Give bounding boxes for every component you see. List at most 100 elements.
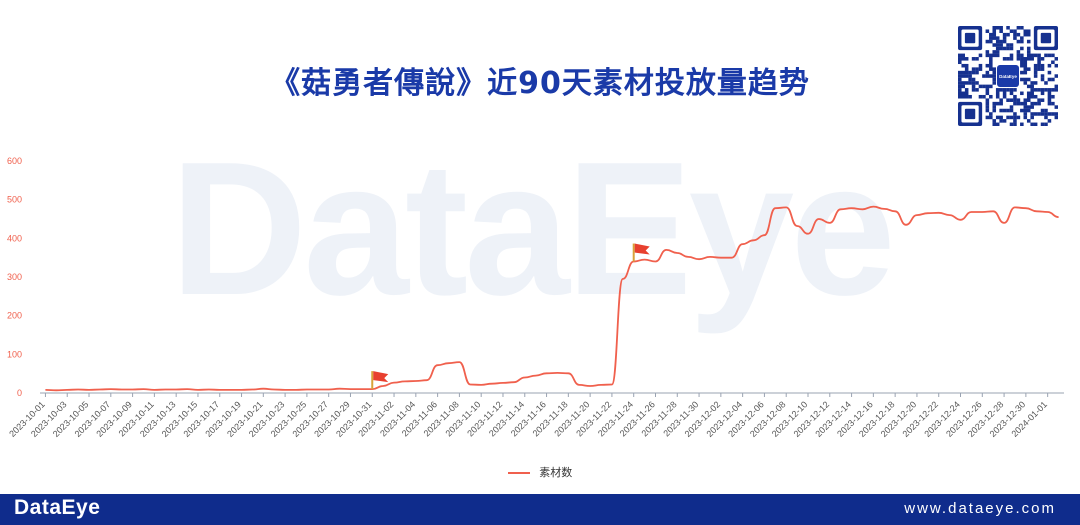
qr-module (992, 108, 997, 113)
qr-module (1030, 91, 1034, 96)
qr-module (1033, 112, 1038, 116)
qr-module (1051, 53, 1055, 58)
qr-module (1047, 112, 1052, 116)
qr-module (1033, 88, 1038, 92)
qr-module (995, 88, 1000, 92)
qr-module (989, 57, 993, 61)
qr-module (1023, 81, 1028, 85)
qr-module (961, 57, 965, 61)
qr-module (1051, 101, 1055, 106)
qr-module (1023, 112, 1028, 116)
qr-module (1033, 81, 1038, 85)
qr-module (1044, 122, 1048, 126)
qr-module (1013, 122, 1017, 126)
qr-module (1044, 81, 1048, 85)
qr-module (989, 39, 993, 44)
qr-module (1009, 29, 1014, 33)
qr-module (1047, 91, 1052, 96)
qr-finder-inner (964, 32, 976, 44)
qr-module (1026, 94, 1031, 99)
qr-module (1040, 88, 1045, 92)
qr-module (1026, 53, 1031, 58)
qr-module (964, 63, 969, 68)
qr-module (971, 77, 976, 82)
qr-module (1023, 101, 1028, 106)
qr-module (1016, 98, 1021, 102)
qr-module (1002, 94, 1007, 99)
legend-swatch (507, 472, 530, 474)
qr-module (992, 122, 997, 126)
qr-module (999, 29, 1003, 33)
qr-module (1037, 53, 1041, 58)
qr-finder-inner (1040, 32, 1052, 44)
qr-module (999, 108, 1003, 113)
qr-module (1026, 46, 1031, 51)
qr-module (992, 74, 997, 78)
qr-module (1051, 94, 1055, 99)
qr-module (1054, 63, 1058, 68)
qr-module (1051, 60, 1055, 65)
qr-module (1037, 101, 1041, 106)
qr-module (1054, 88, 1058, 92)
qr-module (1026, 98, 1031, 102)
qr-module (992, 119, 997, 123)
qr-module (1040, 77, 1045, 82)
qr-module (985, 105, 990, 109)
qr-module (985, 74, 990, 78)
qr-module (1037, 98, 1041, 102)
qr-module (968, 94, 972, 99)
qr-module (1033, 67, 1038, 71)
qr-module (989, 74, 993, 78)
qr-module (1026, 77, 1031, 82)
qr-module (1026, 67, 1031, 71)
qr-module (1013, 32, 1017, 37)
qr-module (964, 81, 969, 85)
page-title: 《菇勇者傳說》近90天素材投放量趋势 (270, 66, 810, 101)
qr-module (1013, 29, 1017, 33)
qr-module (961, 91, 965, 96)
qr-module (978, 63, 983, 68)
qr-module (1030, 88, 1034, 92)
qr-module (1026, 119, 1031, 123)
qr-module (958, 60, 962, 65)
footer-bar: DataEye www.dataeye.com (0, 494, 1080, 525)
qr-module (1033, 63, 1038, 68)
qr-module (958, 77, 962, 82)
qr-module (1009, 57, 1014, 61)
qr-module (1030, 81, 1034, 85)
qr-module (995, 36, 1000, 40)
qr-module (985, 29, 990, 33)
qr-module (1037, 63, 1041, 68)
qr-module (985, 70, 990, 75)
qr-module (989, 36, 993, 40)
qr-module (1040, 63, 1045, 68)
qr-module (1054, 112, 1058, 116)
qr-center-label: DataEye (999, 74, 1017, 79)
qr-module (999, 98, 1003, 102)
y-tick-label: 100 (7, 349, 22, 359)
qr-module (1013, 119, 1017, 123)
y-tick-label: 600 (7, 156, 22, 166)
qr-module (971, 70, 976, 75)
qr-module (982, 74, 986, 78)
qr-module (999, 119, 1003, 123)
qr-module (985, 39, 990, 44)
qr-module (999, 101, 1003, 106)
chart-legend[interactable]: 素材数 (0, 464, 1080, 480)
qr-module (1020, 57, 1024, 61)
qr-module (1044, 115, 1048, 120)
qr-module (1013, 88, 1017, 92)
qr-module (1054, 84, 1058, 89)
qr-module (1020, 53, 1024, 58)
qr-module (1037, 57, 1041, 61)
qr-module (995, 53, 1000, 58)
watermark: DataEye (170, 123, 896, 335)
qr-module (1040, 108, 1045, 113)
qr-module (1009, 91, 1014, 96)
qr-module (964, 67, 969, 71)
qr-module (1002, 91, 1007, 96)
qr-module (1020, 60, 1024, 65)
qr-module (1054, 105, 1058, 109)
footer-url[interactable]: www.dataeye.com (904, 500, 1056, 517)
qr-module (1023, 57, 1028, 61)
